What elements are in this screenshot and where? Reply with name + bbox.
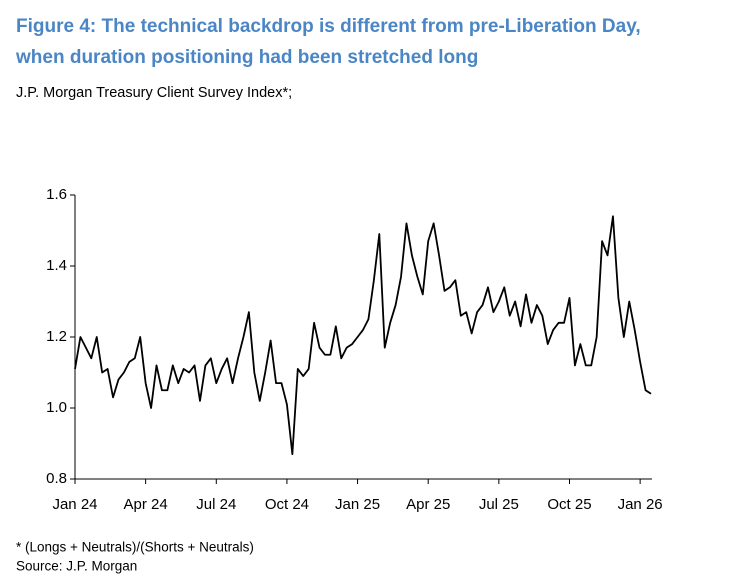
x-tick-label: Apr 25 [406,496,450,513]
y-tick-label: 1.4 [46,257,67,274]
line [74,215,652,456]
x-tick-label: Jan 25 [335,496,380,513]
x-tick-label: Oct 24 [265,496,309,513]
chart-subtitle: J.P. Morgan Treasury Client Survey Index… [16,85,292,101]
x-tick-label: Jan 26 [618,496,663,513]
chart-title: Figure 4: The technical backdrop is diff… [16,16,641,37]
x-tick-label: Jan 24 [52,496,97,513]
footnote: * (Longs + Neutrals)/(Shorts + Neutrals) [16,540,254,555]
x-tick-label: Oct 25 [547,496,591,513]
y-tick-label: 1.0 [46,399,67,416]
chart-title: when duration positioning had been stret… [15,47,478,68]
y-tick-label: 1.2 [46,328,67,345]
x-tick-label: Jul 25 [479,496,519,513]
y-tick-label: 1.6 [46,186,67,203]
x-tick-label: Apr 24 [124,496,168,513]
source: Source: J.P. Morgan [16,559,137,574]
x-tick-label: Jul 24 [196,496,236,513]
y-tick-label: 0.8 [46,470,67,487]
